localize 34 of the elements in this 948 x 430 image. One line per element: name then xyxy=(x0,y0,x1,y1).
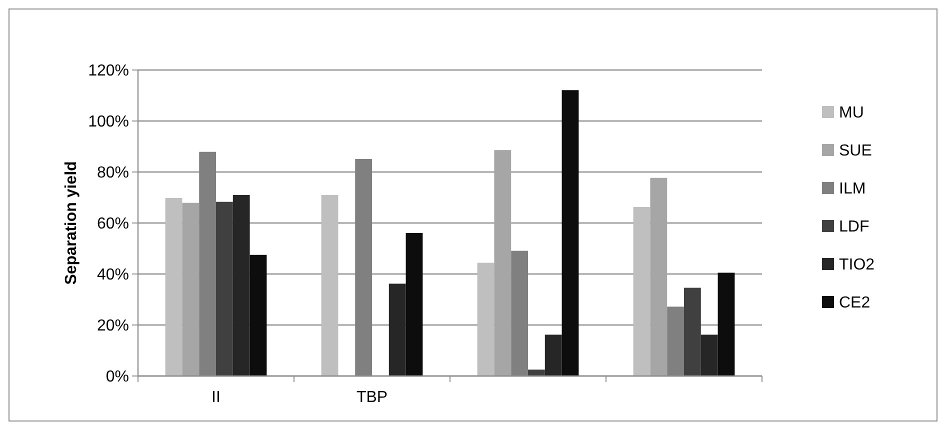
legend-label: LDF xyxy=(839,218,870,236)
bar xyxy=(562,90,579,376)
y-tick-label: 120% xyxy=(88,62,129,80)
y-tick-label: 20% xyxy=(96,318,129,335)
bar xyxy=(494,150,512,376)
bar xyxy=(406,232,423,376)
bar xyxy=(528,370,545,376)
legend-label: CE2 xyxy=(839,294,870,312)
legend-label: MU xyxy=(839,104,864,122)
bar xyxy=(165,198,182,376)
bar xyxy=(321,194,338,376)
bar xyxy=(216,202,233,376)
legend-label: TIO2 xyxy=(839,256,875,274)
bar xyxy=(544,334,562,376)
bar xyxy=(700,334,718,376)
bar xyxy=(633,206,650,376)
y-tick-label: 0% xyxy=(106,368,129,386)
legend-label: SUE xyxy=(839,142,872,160)
bar xyxy=(388,284,406,376)
bar xyxy=(182,202,200,376)
bar xyxy=(250,254,267,376)
y-tick-label: 40% xyxy=(96,266,129,284)
y-tick-label: 80% xyxy=(96,164,129,182)
legend-label: ILM xyxy=(839,180,866,198)
bar xyxy=(477,262,494,376)
y-tick-label: 60% xyxy=(96,216,129,233)
bar xyxy=(718,272,735,376)
y-axis-title: Separation yield xyxy=(63,161,80,285)
bar xyxy=(232,194,250,376)
x-tick-label: II xyxy=(212,389,220,406)
bar xyxy=(684,288,701,376)
y-tick-label: 100% xyxy=(88,114,129,131)
bar xyxy=(650,178,668,376)
x-tick-label: TBP xyxy=(356,389,388,406)
